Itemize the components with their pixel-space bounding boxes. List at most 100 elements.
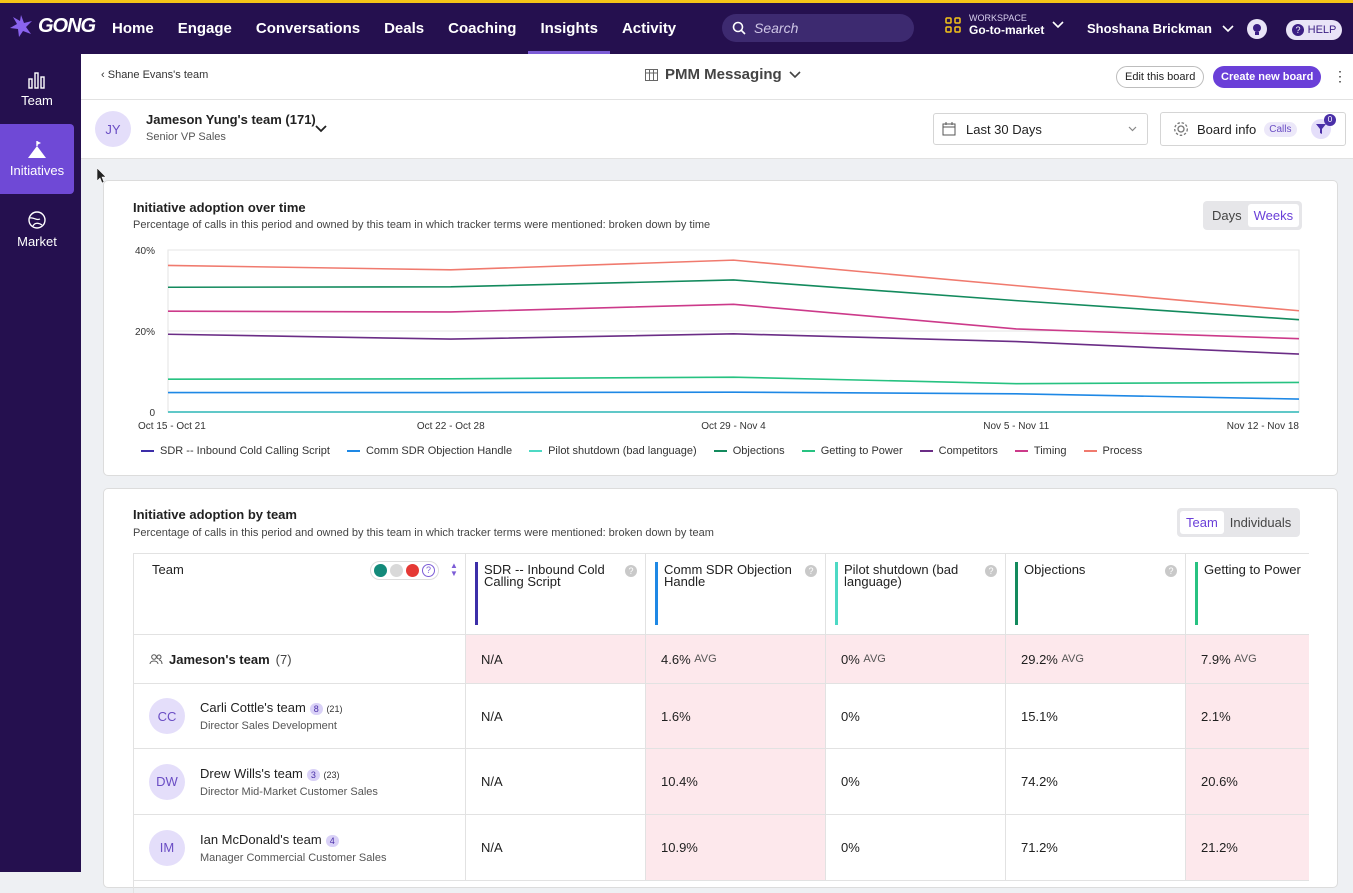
value-cell: 21.2% bbox=[1186, 815, 1309, 880]
filter-icon[interactable]: 0 bbox=[1311, 114, 1336, 139]
toggle-weeks[interactable]: Weeks bbox=[1247, 204, 1300, 227]
team-name[interactable]: Jameson Yung's team (171) bbox=[146, 112, 316, 127]
toggle-days[interactable]: Days bbox=[1212, 208, 1242, 223]
nav-home[interactable]: Home bbox=[112, 20, 154, 37]
legend-item[interactable]: Competitors bbox=[919, 445, 998, 457]
lightbulb-icon[interactable] bbox=[1247, 19, 1267, 39]
legend-item[interactable]: Timing bbox=[1014, 445, 1067, 457]
left-sidebar: Team Initiatives Market bbox=[0, 54, 81, 872]
x-tick-label: Nov 5 - Nov 11 bbox=[983, 421, 1049, 432]
legend-label: Timing bbox=[1033, 445, 1067, 457]
top-navigation-bar: GONG Home Engage Conversations Deals Coa… bbox=[0, 0, 1353, 54]
legend-label: Competitors bbox=[938, 445, 998, 457]
avg-label: AVG bbox=[1234, 653, 1257, 665]
workspace-label: WORKSPACE bbox=[969, 13, 1027, 23]
table-row[interactable]: CC Carli Cottle's team 8 (21) Director Sa… bbox=[134, 684, 1309, 749]
table-summary-row[interactable]: Jameson's team (7) N/A 4.6% AVG 0% AVG 2… bbox=[134, 635, 1309, 684]
table-row[interactable]: IM Ian McDonald's team 4 Manager Commerci… bbox=[134, 815, 1309, 881]
team-cell: CC Carli Cottle's team 8 (21) Director Sa… bbox=[134, 684, 466, 748]
column-color-bar bbox=[1015, 562, 1018, 625]
legend-item[interactable]: Process bbox=[1083, 445, 1142, 457]
toggle-individuals[interactable]: Individuals bbox=[1229, 515, 1292, 530]
low-dot bbox=[406, 564, 419, 577]
svg-text:?: ? bbox=[1295, 25, 1300, 35]
team-name: Jameson's team bbox=[169, 651, 270, 667]
nav-deals[interactable]: Deals bbox=[384, 20, 425, 37]
info-icon[interactable]: ? bbox=[1165, 565, 1177, 577]
team-cell: IM Ian McDonald's team 4 Manager Commerci… bbox=[134, 815, 466, 880]
help-button[interactable]: ? HELP bbox=[1286, 20, 1342, 40]
table-row[interactable]: DW Drew Wills's team 3 (23) Director Mid-… bbox=[134, 749, 1309, 815]
gong-logo[interactable]: GONG bbox=[8, 14, 96, 38]
team-name[interactable]: Ian McDonald's team bbox=[200, 831, 322, 847]
column-label: Getting to Power bbox=[1204, 562, 1301, 577]
gong-star-icon bbox=[10, 15, 32, 37]
sidebar-item-initiatives[interactable]: Initiatives bbox=[0, 124, 74, 194]
legend-label: SDR -- Inbound Cold Calling Script bbox=[160, 445, 330, 457]
series-line bbox=[167, 333, 1300, 355]
legend-item[interactable]: Getting to Power bbox=[801, 445, 903, 457]
column-header[interactable]: SDR -- Inbound Cold Calling Script? bbox=[466, 554, 646, 634]
nav-conversations[interactable]: Conversations bbox=[255, 20, 361, 37]
line-chart: 0 20% 40% Oct 15 - Oct 21 Oct 22 - Oct 28 Oct… bbox=[135, 246, 1300, 432]
info-icon[interactable]: ? bbox=[985, 565, 997, 577]
legend-label: Comm SDR Objection Handle bbox=[365, 445, 513, 457]
date-range-select[interactable]: Last 30 Days bbox=[933, 113, 1148, 145]
edit-board-button[interactable]: Edit this board bbox=[1116, 66, 1205, 88]
info-icon[interactable]: ? bbox=[625, 565, 637, 577]
team-title: Manager Commercial Customer Sales bbox=[200, 851, 387, 864]
chart-legend: SDR -- Inbound Cold Calling Script Comm S… bbox=[141, 445, 1142, 457]
question-icon: ? bbox=[422, 564, 435, 577]
legend-item[interactable]: Objections bbox=[713, 445, 785, 457]
nav-activity[interactable]: Activity bbox=[621, 20, 677, 37]
info-icon[interactable]: ? bbox=[805, 565, 817, 577]
value-cell: 0% bbox=[826, 815, 1006, 880]
mountain-flag-icon bbox=[28, 140, 46, 158]
sidebar-item-team[interactable]: Team bbox=[0, 54, 74, 124]
series-line bbox=[167, 376, 1300, 385]
more-options-icon[interactable]: ⋮ bbox=[1333, 68, 1347, 84]
x-tick-label: Oct 29 - Nov 4 bbox=[701, 421, 766, 432]
column-header[interactable]: Objections? bbox=[1006, 554, 1186, 634]
sidebar-item-market[interactable]: Market bbox=[0, 194, 74, 264]
value-cell: 15.1% bbox=[1006, 684, 1186, 748]
board-info-label: Board info bbox=[1197, 121, 1257, 137]
team-individuals-toggle: Team Individuals bbox=[1177, 508, 1301, 537]
sort-icon[interactable]: ▲ ▼ bbox=[450, 561, 458, 578]
workspace-selector[interactable]: WORKSPACE Go-to-market bbox=[945, 13, 1064, 37]
cell-value: 21.2% bbox=[1201, 840, 1238, 855]
card-subtitle: Percentage of calls in this period and o… bbox=[133, 527, 714, 539]
cell-value: 10.4% bbox=[661, 774, 698, 789]
team-name[interactable]: Carli Cottle's team bbox=[200, 700, 306, 715]
board-info-button[interactable]: Board info Calls 0 bbox=[1160, 112, 1346, 146]
cell-value: 0% bbox=[841, 651, 860, 667]
legend-swatch bbox=[1014, 450, 1028, 452]
back-link[interactable]: ‹ Shane Evans's team bbox=[101, 69, 208, 81]
board-selector[interactable]: PMM Messaging bbox=[645, 66, 801, 83]
nav-coaching[interactable]: Coaching bbox=[448, 20, 517, 37]
legend-item[interactable]: SDR -- Inbound Cold Calling Script bbox=[141, 445, 330, 457]
value-cell: N/A bbox=[466, 815, 646, 880]
color-scale-legend[interactable]: ? bbox=[370, 561, 439, 580]
nav-engage[interactable]: Engage bbox=[177, 20, 232, 37]
avg-label: AVG bbox=[694, 653, 717, 665]
column-label: SDR -- Inbound Cold Calling Script bbox=[484, 562, 605, 589]
column-header[interactable]: Getting to Power bbox=[1186, 554, 1309, 634]
column-header[interactable]: Comm SDR Objection Handle? bbox=[646, 554, 826, 634]
nav-insights[interactable]: Insights bbox=[528, 3, 610, 54]
avatar: JY bbox=[95, 111, 131, 147]
chevron-down-icon[interactable] bbox=[315, 120, 327, 138]
user-menu[interactable]: Shoshana Brickman bbox=[1087, 21, 1234, 36]
legend-item[interactable]: Pilot shutdown (bad language) bbox=[529, 445, 697, 457]
column-header[interactable]: Pilot shutdown (bad language)? bbox=[826, 554, 1006, 634]
team-name[interactable]: Drew Wills's team bbox=[200, 765, 303, 781]
search-input[interactable]: Search bbox=[722, 14, 914, 42]
team-adoption-table: Team ? ▲ ▼ SDR -- Inbound Cold Calling Sc… bbox=[133, 553, 1309, 893]
column-color-bar bbox=[475, 562, 478, 625]
create-board-button[interactable]: Create new board bbox=[1213, 66, 1322, 88]
chevron-down-icon bbox=[1128, 126, 1137, 132]
team-count: (23) bbox=[323, 769, 340, 780]
legend-item[interactable]: Comm SDR Objection Handle bbox=[346, 445, 513, 457]
column-color-bar bbox=[835, 562, 838, 625]
toggle-team[interactable]: Team bbox=[1180, 511, 1224, 534]
